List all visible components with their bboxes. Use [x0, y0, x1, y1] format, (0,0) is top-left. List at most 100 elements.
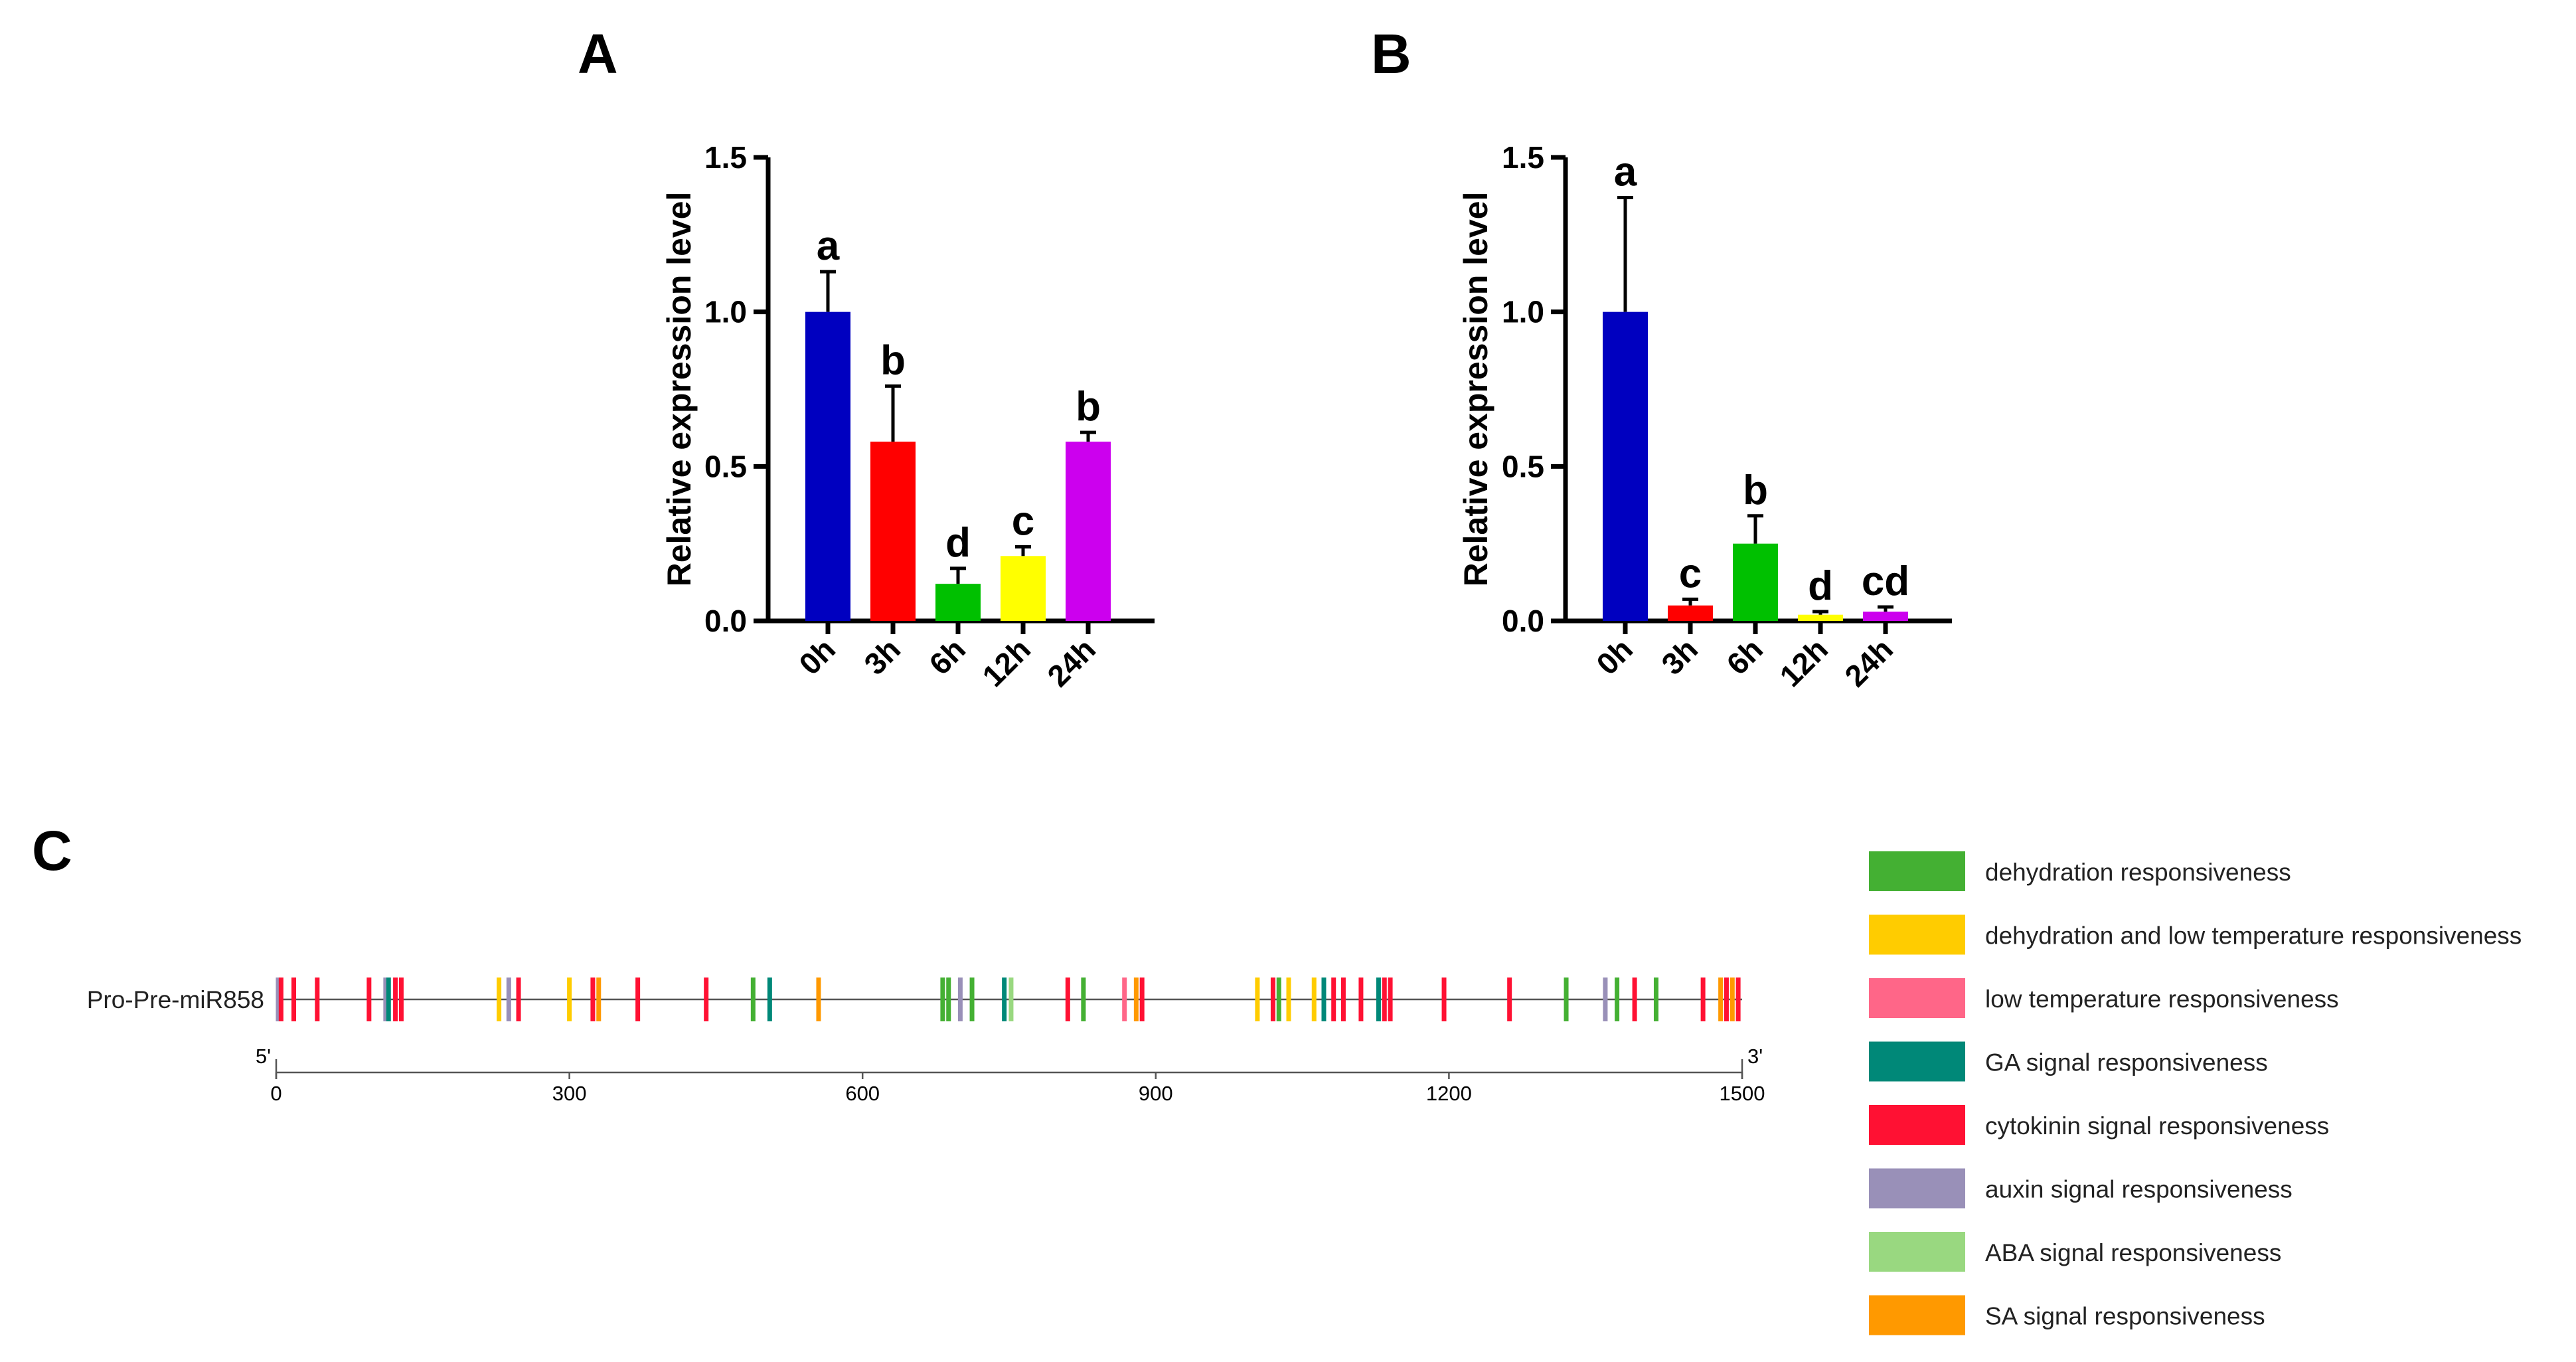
legend-swatch	[1869, 978, 1965, 1018]
legend-label: dehydration and low temperature responsi…	[1985, 922, 2522, 950]
cis-element	[1441, 978, 1447, 1021]
cis-element	[383, 978, 388, 1021]
x-tick-label: 3h	[1654, 632, 1704, 681]
scale-tick-label: 300	[552, 1082, 587, 1105]
cis-element	[1321, 978, 1327, 1021]
bar	[1863, 612, 1908, 621]
x-tick-label: 6h	[1720, 632, 1769, 681]
panel-letter-a: A	[578, 23, 618, 85]
legend-label: low temperature responsiveness	[1985, 985, 2339, 1013]
bar	[935, 584, 981, 621]
bar	[1668, 605, 1713, 621]
cis-element	[1735, 978, 1741, 1021]
scale-tick-label: 1200	[1426, 1082, 1472, 1105]
cis-element	[1133, 978, 1139, 1021]
cis-element	[940, 978, 945, 1021]
cis-element	[398, 978, 404, 1021]
bar	[805, 311, 850, 621]
cis-element	[567, 978, 572, 1021]
cis-element	[816, 978, 821, 1021]
cis-element	[1276, 978, 1281, 1021]
cis-element	[1270, 978, 1275, 1021]
scale-tick-label: 0	[270, 1082, 282, 1105]
significance-label: d	[1808, 563, 1833, 609]
cis-element	[946, 978, 951, 1021]
y-tick-label: 0.5	[1502, 449, 1544, 483]
cis-element	[1065, 978, 1070, 1021]
cis-element	[366, 978, 372, 1021]
cis-element	[1008, 978, 1014, 1021]
cis-element	[1382, 978, 1387, 1021]
panel-letter-c: C	[32, 819, 72, 882]
legend-swatch	[1869, 1232, 1965, 1272]
cis-element	[516, 978, 521, 1021]
cis-element	[596, 978, 602, 1021]
cis-element	[1564, 978, 1569, 1021]
legend-label: SA signal responsiveness	[1985, 1303, 2265, 1330]
y-axis-label: Relative expression level	[661, 192, 698, 587]
cis-element	[393, 978, 398, 1021]
bar	[1733, 543, 1778, 621]
cis-element	[1340, 978, 1346, 1021]
y-tick-label: 0.5	[704, 449, 747, 483]
scale-tick-label: 1500	[1720, 1082, 1765, 1105]
cis-element	[1376, 978, 1381, 1021]
scale-tick-label: 600	[845, 1082, 880, 1105]
legend-swatch	[1869, 1041, 1965, 1082]
panel-letter-b: B	[1371, 23, 1411, 85]
cis-element	[497, 978, 502, 1021]
scale-tick-label: 900	[1139, 1082, 1173, 1105]
cis-element	[1081, 978, 1086, 1021]
cis-element	[1700, 978, 1706, 1021]
y-tick-label: 1.5	[1502, 140, 1544, 175]
significance-label: a	[1614, 149, 1637, 195]
legend-swatch	[1869, 851, 1965, 891]
bar	[1001, 556, 1046, 621]
significance-label: b	[880, 337, 906, 383]
cis-element	[315, 978, 320, 1021]
cis-element	[1311, 978, 1317, 1021]
cis-element	[704, 978, 709, 1021]
x-tick-label: 24h	[1040, 632, 1102, 693]
x-tick-label: 0h	[792, 632, 842, 681]
y-tick-label: 0.0	[1502, 604, 1544, 638]
x-tick-label: 3h	[857, 632, 907, 681]
cis-element	[767, 978, 772, 1021]
cis-element	[1255, 978, 1260, 1021]
cis-element	[1730, 978, 1735, 1021]
cis-element	[1122, 978, 1127, 1021]
cis-element	[1002, 978, 1007, 1021]
cis-element	[1718, 978, 1724, 1021]
cis-element	[1331, 978, 1336, 1021]
cis-element	[1615, 978, 1620, 1021]
legend-swatch	[1869, 1295, 1965, 1335]
bar	[1798, 614, 1843, 621]
x-tick-label: 12h	[975, 632, 1037, 693]
track-label: Pro-Pre-miR858	[87, 986, 264, 1013]
legend-label: cytokinin signal responsiveness	[1985, 1112, 2329, 1140]
cis-element	[276, 978, 281, 1021]
x-tick-label: 12h	[1773, 632, 1834, 693]
cis-element	[1653, 978, 1658, 1021]
legend: dehydration responsiveness dehydration an…	[1869, 851, 2522, 1335]
legend-label: ABA signal responsiveness	[1985, 1239, 2281, 1266]
y-tick-label: 1.0	[1502, 295, 1544, 329]
cis-element	[291, 978, 296, 1021]
significance-label: d	[945, 520, 971, 566]
cis-element	[750, 978, 756, 1021]
y-axis-label: Relative expression level	[1457, 192, 1494, 587]
cis-element	[957, 978, 963, 1021]
cis-element	[590, 978, 596, 1021]
cis-element	[1507, 978, 1512, 1021]
significance-label: a	[817, 223, 840, 269]
cis-element	[1139, 978, 1145, 1021]
panel-c: C Pro-Pre-miR858 5' 3'0 300 600 900 1200 1500 …	[32, 819, 2522, 1335]
significance-label: b	[1743, 468, 1768, 513]
x-tick-label: 0h	[1589, 632, 1639, 681]
significance-label: b	[1076, 384, 1101, 430]
y-tick-label: 1.0	[704, 295, 747, 329]
bar	[870, 442, 916, 621]
